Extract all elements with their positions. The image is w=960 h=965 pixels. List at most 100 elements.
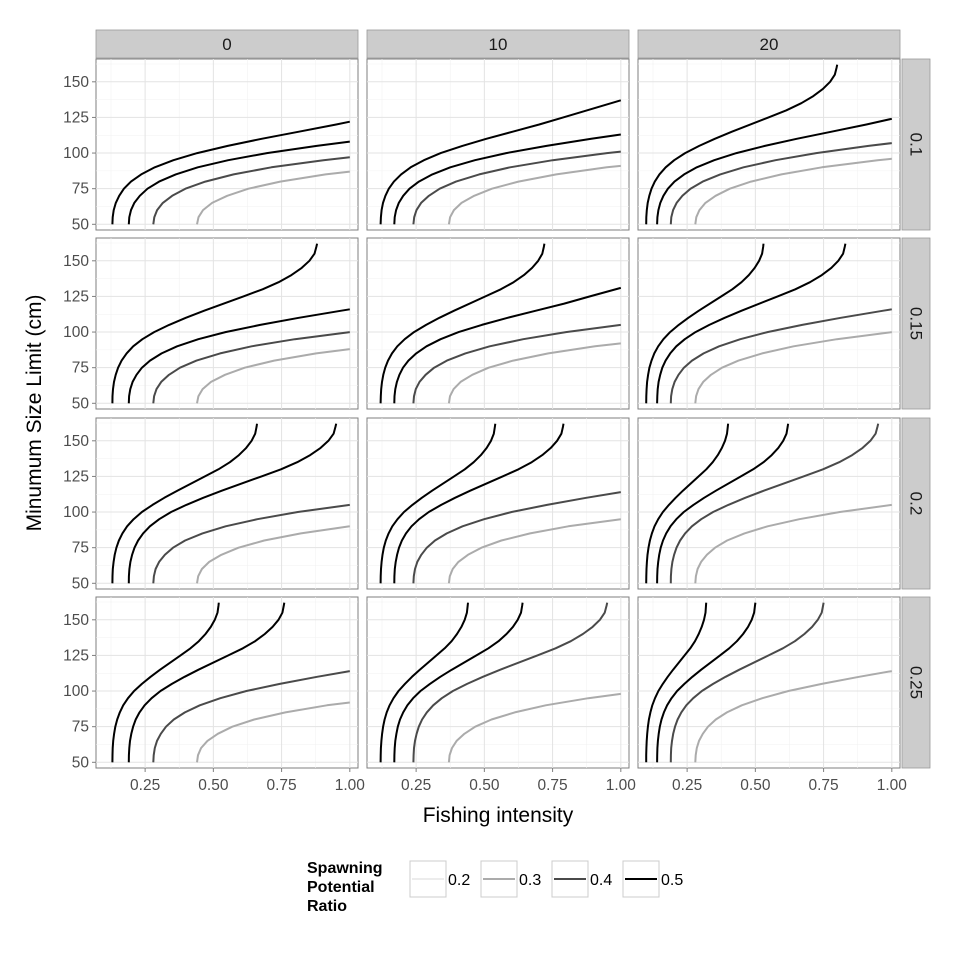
x-tick-label: 0.50 [469, 777, 500, 794]
legend-title: Potential [307, 879, 375, 896]
series-line [196, 170, 350, 225]
series-line [412, 323, 621, 404]
series-line [694, 503, 892, 584]
series-line [656, 423, 790, 584]
series-line [447, 164, 621, 225]
series-line [111, 602, 220, 763]
facet-strip-col [637, 29, 901, 59]
y-tick-label: 100 [63, 324, 89, 341]
series-line [379, 99, 622, 225]
y-tick-label: 50 [72, 395, 90, 412]
y-tick-label: 150 [63, 253, 89, 270]
panel-background [637, 237, 901, 410]
series-line [196, 348, 350, 404]
series-line [379, 423, 497, 584]
x-tick-label: 0.25 [130, 777, 160, 794]
x-tick-label: 0.75 [266, 777, 296, 794]
series-line [127, 308, 350, 404]
series-line [111, 243, 319, 404]
series-line [111, 423, 258, 584]
y-tick-label: 75 [72, 181, 89, 198]
series-line [447, 342, 621, 404]
y-tick-label: 150 [63, 433, 89, 450]
series-line [645, 243, 765, 404]
series-line [393, 423, 565, 584]
series-line [196, 525, 350, 584]
legend-label: 0.2 [448, 872, 470, 889]
series-line [669, 308, 892, 404]
facet-strip-row-label: 0.25 [907, 666, 926, 699]
x-tick-label: 0.50 [740, 777, 771, 794]
facet-strip-row [901, 58, 931, 231]
y-tick-label: 150 [63, 612, 89, 629]
facet-strip-col-label: 0 [222, 35, 231, 54]
x-tick-label: 0.75 [537, 777, 567, 794]
series-line [152, 670, 350, 763]
facet-strip-row [901, 417, 931, 590]
series-line [152, 503, 350, 584]
y-tick-label: 100 [63, 683, 89, 700]
x-tick-label: 1.00 [877, 777, 908, 794]
series-line [127, 423, 338, 584]
series-line [127, 140, 350, 225]
x-tick-label: 0.25 [672, 777, 702, 794]
series-line [412, 602, 609, 763]
x-tick-label: 1.00 [335, 777, 366, 794]
y-tick-label: 75 [72, 540, 89, 557]
legend-title: Ratio [307, 898, 347, 915]
series-line [379, 243, 546, 404]
panel-background [366, 417, 630, 590]
series-line [669, 142, 892, 225]
panel-background [637, 417, 901, 590]
series-line [694, 331, 892, 404]
series-line [379, 602, 469, 763]
panel-background [366, 596, 630, 769]
facet-strip-col-label: 20 [760, 35, 779, 54]
series-line [669, 602, 825, 763]
facet-strip-col-label: 10 [489, 35, 508, 54]
facet-strip-row-label: 0.1 [907, 133, 926, 157]
y-tick-label: 50 [72, 754, 90, 771]
facet-strip-row-label: 0.15 [907, 307, 926, 340]
series-line [152, 156, 350, 225]
facet-strip-row [901, 596, 931, 769]
y-tick-label: 50 [72, 575, 90, 592]
legend-label: 0.3 [519, 872, 541, 889]
y-tick-label: 125 [63, 109, 89, 126]
y-tick-label: 125 [63, 288, 89, 305]
y-tick-label: 100 [63, 504, 89, 521]
x-tick-label: 0.25 [401, 777, 431, 794]
x-tick-label: 0.75 [808, 777, 838, 794]
series-line [152, 331, 350, 404]
series-line [645, 602, 708, 763]
y-tick-label: 75 [72, 360, 89, 377]
panel-background [95, 417, 359, 590]
series-line [447, 518, 621, 584]
facet-strip-col [95, 29, 359, 59]
facet-strip-row-label: 0.2 [907, 492, 926, 516]
y-axis-title: Minumum Size Limit (cm) [23, 295, 46, 532]
x-axis-title: Fishing intensity [423, 804, 574, 827]
facet-strip-col [366, 29, 630, 59]
series-line [669, 423, 880, 584]
panel-background [637, 596, 901, 769]
series-line [656, 602, 757, 763]
series-line [393, 286, 622, 404]
series-line [393, 133, 621, 225]
y-tick-label: 100 [63, 145, 89, 162]
series-line [694, 670, 892, 763]
series-line [412, 491, 621, 584]
x-tick-label: 0.50 [198, 777, 229, 794]
y-tick-label: 50 [72, 216, 90, 233]
series-line [645, 423, 730, 584]
y-tick-label: 125 [63, 647, 89, 664]
facet-strip-row [901, 237, 931, 410]
series-line [694, 157, 892, 225]
y-tick-label: 125 [63, 468, 89, 485]
series-line [656, 117, 893, 225]
series-line [196, 701, 350, 763]
series-line [656, 243, 847, 404]
panel-background [95, 596, 359, 769]
